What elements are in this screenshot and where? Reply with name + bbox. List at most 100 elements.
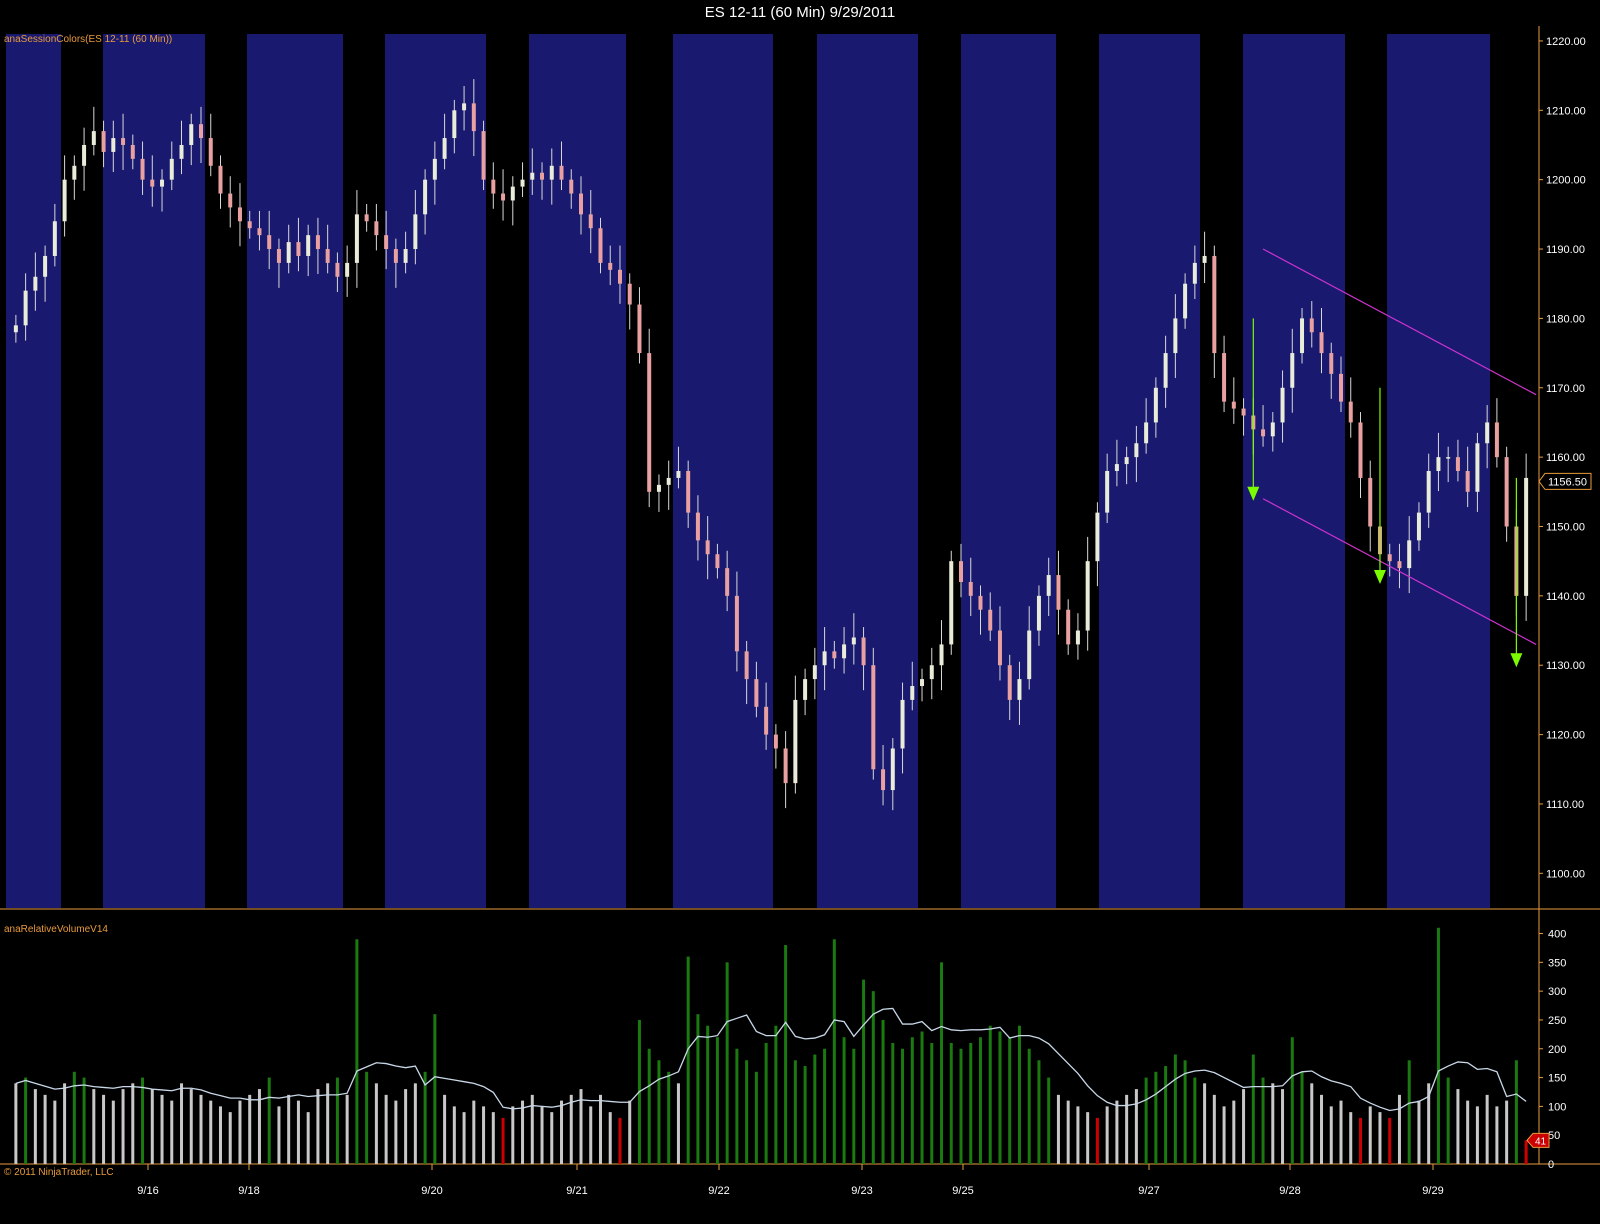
candle-body <box>1475 443 1480 492</box>
volume-bar <box>1495 1106 1499 1164</box>
candle-body <box>968 581 973 596</box>
volume-bar <box>598 1094 602 1164</box>
candle-body <box>1387 554 1392 562</box>
candle-body <box>793 699 798 784</box>
volume-bar <box>1095 1117 1099 1164</box>
volume-bar <box>257 1089 261 1164</box>
candle-body <box>1416 512 1421 541</box>
candle-body <box>949 561 954 645</box>
price-tick-label: 1130.00 <box>1546 660 1585 672</box>
candle-body <box>1046 575 1051 596</box>
candle-body <box>43 255 48 277</box>
candle-body <box>257 228 262 236</box>
volume-bar <box>1310 1083 1314 1164</box>
volume-bar <box>472 1100 476 1164</box>
volume-bar <box>608 1112 612 1164</box>
volume-indicator-label: anaRelativeVolumeV14 <box>4 924 108 935</box>
candle-body <box>832 651 837 659</box>
candle-body <box>179 144 184 159</box>
candle-body <box>647 353 652 492</box>
candle-body <box>540 172 545 180</box>
volume-bar <box>784 945 788 1164</box>
candle-body <box>1280 387 1285 423</box>
volume-bar <box>1378 1112 1382 1164</box>
volume-bar <box>1017 1025 1021 1164</box>
volume-bar <box>852 1048 856 1164</box>
candle-body <box>656 484 661 492</box>
candle-body <box>764 706 769 735</box>
volume-bar <box>891 1043 895 1164</box>
time-tick-label: 9/22 <box>708 1185 729 1197</box>
candle-body <box>588 214 593 229</box>
candle-body <box>393 249 398 263</box>
candle-body <box>861 637 866 666</box>
volume-bar <box>53 1100 57 1164</box>
candle-body <box>1066 609 1071 645</box>
volume-bar <box>725 962 729 1164</box>
volume-tick-label: 250 <box>1548 1015 1566 1027</box>
volume-bar <box>491 1112 495 1164</box>
volume-bar <box>647 1048 651 1164</box>
time-tick-label: 9/27 <box>1138 1185 1159 1197</box>
candle-body <box>1241 408 1246 416</box>
candle-body <box>228 193 233 208</box>
volume-average-line <box>15 1007 1527 1112</box>
price-tick-label: 1120.00 <box>1546 730 1585 742</box>
candle-body <box>101 131 106 152</box>
time-tick-label: 9/21 <box>566 1185 587 1197</box>
candle-body <box>442 138 447 159</box>
volume-bar <box>1349 1112 1353 1164</box>
time-tick-label: 9/28 <box>1279 1185 1300 1197</box>
signal-arrow-head <box>1373 569 1386 584</box>
volume-bar <box>1251 1054 1255 1164</box>
volume-bar <box>1436 927 1440 1164</box>
volume-bar <box>579 1089 583 1164</box>
candle-body <box>1017 679 1022 700</box>
price-tick-label: 1110.00 <box>1546 799 1584 811</box>
candle-body <box>315 235 320 250</box>
volume-bar <box>199 1094 203 1164</box>
candle-body <box>374 221 379 236</box>
volume-bar <box>1193 1077 1197 1164</box>
volume-bar <box>735 1048 739 1164</box>
candle-body <box>189 124 194 145</box>
volume-bar <box>569 1094 573 1164</box>
volume-bar <box>355 939 359 1164</box>
candle-body <box>481 131 486 180</box>
candle-body <box>1144 422 1149 444</box>
volume-bar <box>676 1083 680 1164</box>
volume-bars <box>14 927 1528 1164</box>
volume-bar <box>1485 1094 1489 1164</box>
volume-bar <box>1232 1100 1236 1164</box>
candle-body <box>140 158 145 180</box>
volume-bar <box>82 1077 86 1164</box>
time-tick-label: 9/18 <box>238 1185 259 1197</box>
volume-bar <box>1339 1100 1343 1164</box>
candle-body <box>676 471 681 478</box>
candle-body <box>1504 457 1509 527</box>
volume-bar <box>209 1100 213 1164</box>
candle-body <box>530 172 535 180</box>
volume-tick-label: 150 <box>1548 1073 1566 1085</box>
volume-bar <box>1271 1083 1275 1164</box>
volume-bar <box>1242 1089 1246 1164</box>
session-block <box>6 34 61 908</box>
candle-body <box>900 699 905 749</box>
candle-body <box>598 228 603 263</box>
volume-bar <box>111 1100 115 1164</box>
channel-line <box>1262 248 1537 396</box>
volume-bar <box>1466 1100 1470 1164</box>
candle-body <box>559 165 564 180</box>
volume-bar <box>462 1112 466 1164</box>
volume-bar <box>433 1014 437 1164</box>
session-block <box>247 34 343 908</box>
volume-bar <box>345 1094 349 1164</box>
trend-channel <box>1247 248 1537 668</box>
price-axis: 1100.00 1110.00 1120.00 1130.00 1140.00 1150.… <box>1538 36 1592 880</box>
volume-bar <box>1475 1106 1479 1164</box>
price-tick-label: 1200.00 <box>1546 175 1586 187</box>
candle-body <box>1290 353 1295 388</box>
volume-bar <box>296 1100 300 1164</box>
time-axis: 9/16 9/18 9/20 9/21 9/22 9/23 9/25 9/27 9/28 9/29 <box>137 1164 1444 1197</box>
